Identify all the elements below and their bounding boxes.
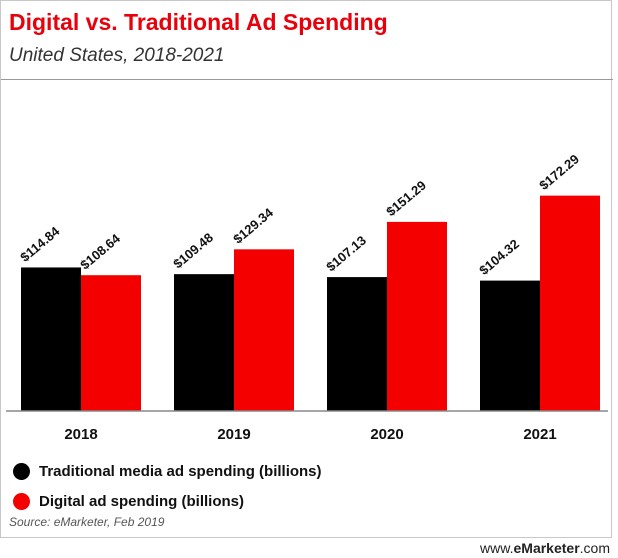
data-label-digital-2020: $151.29 xyxy=(383,177,429,219)
watermark-suffix: .com xyxy=(579,540,610,556)
emarketer-watermark: www.eMarketer.com xyxy=(480,540,610,556)
bar-traditional-2020 xyxy=(327,277,387,411)
bar-traditional-2018 xyxy=(21,267,81,411)
bar-digital-2019 xyxy=(234,249,294,411)
x-tick-label-2019: 2019 xyxy=(217,426,250,443)
legend-swatch-traditional xyxy=(13,462,30,480)
bar-digital-2021 xyxy=(540,195,600,411)
data-label-digital-2019: $129.34 xyxy=(230,204,276,246)
legend-label-traditional: Traditional media ad spending (billions) xyxy=(39,462,322,480)
data-label-traditional-2018: $114.84 xyxy=(17,223,63,265)
x-tick-label-2021: 2021 xyxy=(523,426,556,443)
chart-subtitle: United States, 2018-2021 xyxy=(9,45,225,66)
data-label-traditional-2019: $109.48 xyxy=(170,230,216,272)
chart-legend: Traditional media ad spending (billions)… xyxy=(13,456,322,516)
data-label-digital-2021: $172.29 xyxy=(536,151,582,193)
bar-traditional-2019 xyxy=(174,274,234,411)
x-tick-label-2020: 2020 xyxy=(370,426,403,443)
watermark-brand: eMarketer xyxy=(513,540,580,556)
data-label-traditional-2021: $104.32 xyxy=(476,236,522,278)
bar-traditional-2021 xyxy=(480,280,540,411)
bar-digital-2020 xyxy=(387,221,447,411)
legend-item-traditional: Traditional media ad spending (billions) xyxy=(13,456,322,486)
bar-digital-2018 xyxy=(81,275,141,411)
source-note: Source: eMarketer, Feb 2019 xyxy=(9,515,165,529)
data-label-digital-2018: $108.64 xyxy=(77,230,123,272)
legend-label-digital: Digital ad spending (billions) xyxy=(39,492,244,510)
chart-frame: Digital vs. Traditional Ad Spending Unit… xyxy=(0,0,613,538)
legend-swatch-digital xyxy=(13,492,30,510)
legend-item-digital: Digital ad spending (billions) xyxy=(13,486,322,516)
data-label-traditional-2020: $107.13 xyxy=(323,233,369,275)
chart-title: Digital vs. Traditional Ad Spending xyxy=(9,9,388,35)
bar-chart: $114.84 $108.64 2018 $109.48 $129.34 2019 $107… xyxy=(6,151,608,443)
x-tick-label-2018: 2018 xyxy=(64,426,97,443)
watermark-prefix: www. xyxy=(480,540,514,556)
title-divider xyxy=(1,79,613,80)
